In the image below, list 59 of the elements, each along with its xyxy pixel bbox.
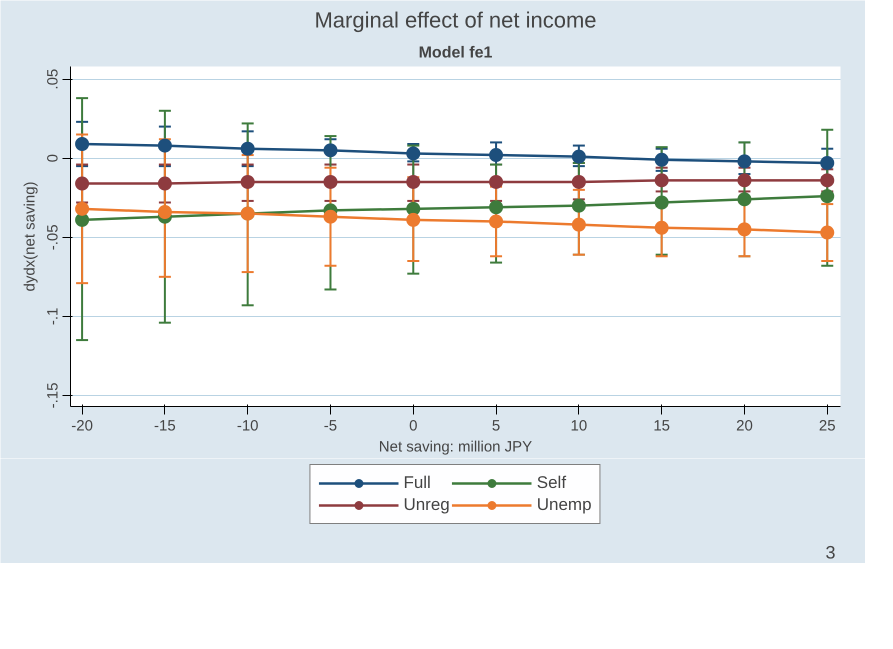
point [240, 174, 255, 189]
point [737, 173, 752, 188]
x-tick-label: 5 [492, 418, 500, 434]
point [820, 226, 834, 240]
point [654, 173, 669, 188]
legend-label: Self [536, 473, 566, 493]
point [489, 200, 504, 214]
point [489, 214, 504, 228]
x-tick-label: 10 [570, 418, 588, 434]
point [572, 174, 586, 189]
x-tick-label: -5 [324, 418, 338, 434]
point [323, 210, 338, 224]
y-tick-label: -.1 [44, 308, 62, 326]
point [75, 212, 90, 227]
point [406, 146, 420, 160]
y-tick-label: .05 [44, 68, 62, 90]
x-tick-label: -10 [236, 418, 259, 434]
point [572, 198, 586, 213]
point [820, 156, 834, 170]
chart-subtitle: Model fe1 [418, 44, 492, 62]
y-tick-label: 0 [44, 154, 62, 162]
point [323, 143, 338, 158]
point [158, 205, 172, 219]
x-tick-label: 25 [818, 418, 836, 434]
point [406, 212, 420, 227]
text: 3 [825, 542, 836, 562]
y-axis-title: dydx(net saving) [22, 181, 38, 292]
point [158, 138, 172, 153]
x-tick-label: -15 [154, 418, 176, 434]
point [572, 218, 586, 232]
chart-title: Marginal effect of net income [314, 8, 597, 32]
point [572, 150, 586, 164]
x-tick-label: 15 [653, 418, 670, 434]
point [158, 176, 172, 191]
x-tick-label: 0 [409, 418, 418, 434]
point [654, 220, 669, 235]
point [75, 202, 90, 216]
point [75, 176, 90, 191]
point [489, 148, 504, 162]
point [654, 196, 669, 210]
x-axis-title: Net saving: million JPY [378, 438, 532, 456]
point [75, 137, 90, 151]
point [654, 152, 669, 167]
y-tick-label: -.05 [44, 224, 62, 250]
point [323, 174, 338, 189]
point [737, 192, 752, 206]
x-tick-label: -20 [71, 418, 93, 434]
point [737, 222, 752, 236]
point [240, 142, 255, 156]
x-tick-label: 20 [736, 418, 753, 434]
point [820, 173, 834, 188]
legend-label: Full [403, 473, 431, 493]
point [406, 174, 420, 189]
point [820, 189, 834, 204]
point [489, 174, 504, 189]
legend-label: Unreg [403, 495, 450, 515]
point [737, 154, 752, 168]
y-tick-label: -.15 [44, 382, 62, 408]
legend-label: Unemp [536, 495, 592, 515]
